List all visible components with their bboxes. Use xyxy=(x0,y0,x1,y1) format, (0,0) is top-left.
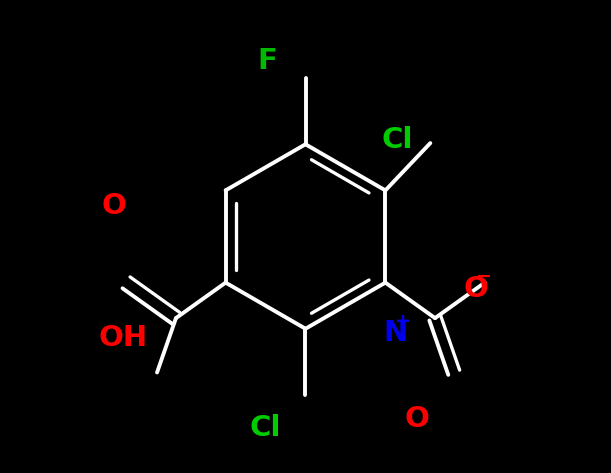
Text: Cl: Cl xyxy=(382,125,414,154)
Text: F: F xyxy=(258,47,277,76)
Text: O: O xyxy=(464,274,489,303)
Text: OH: OH xyxy=(99,324,148,352)
Text: +: + xyxy=(395,312,411,331)
Text: Cl: Cl xyxy=(249,414,281,442)
Text: O: O xyxy=(101,192,126,220)
Text: −: − xyxy=(476,267,492,286)
Text: O: O xyxy=(404,404,429,433)
Text: N: N xyxy=(384,319,408,348)
